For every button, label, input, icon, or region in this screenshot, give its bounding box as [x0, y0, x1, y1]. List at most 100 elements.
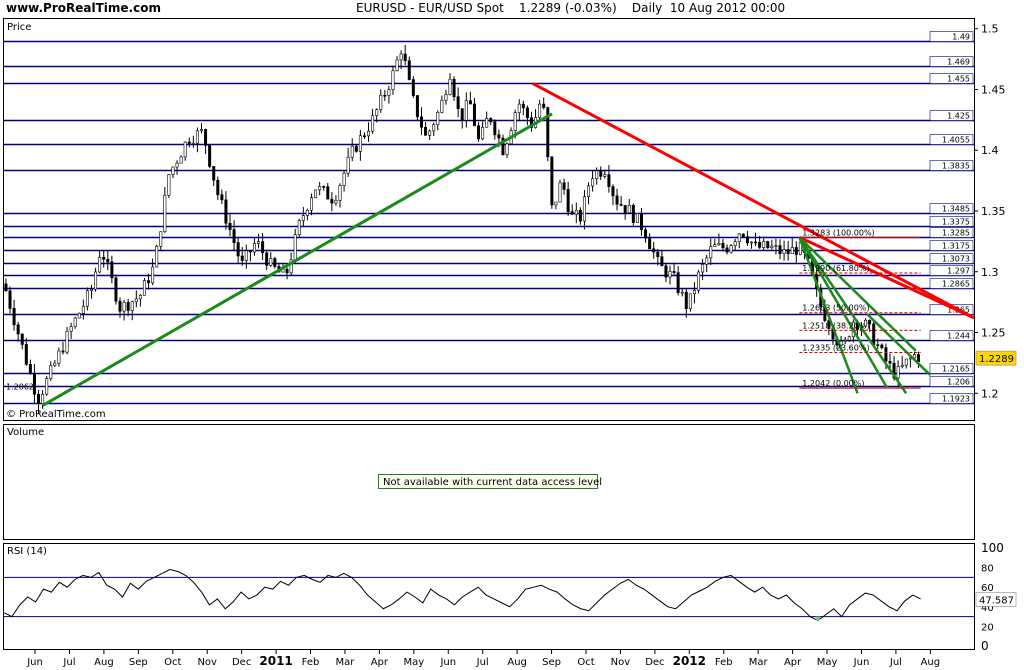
candle-body: [827, 320, 831, 329]
candle-body: [688, 293, 692, 309]
candle-body: [737, 233, 741, 242]
candle-body: [244, 250, 248, 261]
candle-body: [672, 271, 676, 273]
candle-body: [745, 236, 749, 244]
level-label-box: [929, 56, 974, 67]
candle-body: [664, 265, 668, 278]
rsi-series: [3, 569, 974, 622]
time-axis: Jun Jul Aug Sep Oct Nov Dec 2011 Feb Mar Apr May Jun…: [26, 650, 940, 668]
candle-body: [69, 326, 73, 332]
candle-body: [159, 231, 163, 247]
candle-body: [134, 298, 138, 302]
level-label-box: [929, 73, 974, 84]
candle-body: [187, 141, 191, 144]
candle-body: [904, 358, 908, 366]
time-tick-label: May: [817, 657, 838, 668]
candle-body: [725, 247, 729, 253]
candle-body: [900, 364, 904, 367]
candle-body: [216, 179, 220, 196]
level-label: 1.1923: [942, 395, 970, 404]
candle-body: [660, 256, 664, 267]
candle-body: [358, 135, 362, 152]
rsi-tick-label: 40: [981, 603, 994, 614]
candle-body: [175, 162, 179, 168]
candle-body: [917, 354, 921, 362]
candle-body: [778, 245, 782, 254]
level-label-box: [929, 240, 974, 251]
time-tick-label: Feb: [302, 657, 320, 668]
level-label: 1.206: [947, 378, 970, 387]
candle-body: [782, 249, 786, 254]
candle-body: [790, 247, 794, 254]
candle-body: [289, 259, 293, 274]
site-name[interactable]: www.ProRealTime.com: [6, 1, 161, 15]
candle-body: [415, 95, 419, 118]
candle-body: [607, 174, 611, 187]
candle-body: [147, 280, 151, 284]
level-label: 1.3285: [942, 229, 970, 238]
candle-body: [892, 362, 896, 379]
time-tick-label: May: [403, 657, 424, 668]
level-label: 1.469: [947, 58, 970, 67]
time-tick-label: Aug: [94, 657, 114, 668]
volume-panel-label: Volume: [7, 427, 44, 438]
time-tick-label: Apr: [784, 657, 802, 668]
candle-body: [403, 53, 407, 62]
candle-body: [639, 213, 643, 231]
fib-label: 1.2990 (61.80%): [802, 264, 869, 273]
candle-body: [554, 201, 558, 206]
time-tick-label: Apr: [371, 657, 389, 668]
level-label-box: [929, 330, 974, 341]
green-trendline: [42, 112, 553, 407]
last-price-tag: [975, 350, 1017, 366]
candle-body: [676, 272, 680, 293]
candle-body: [635, 213, 639, 223]
candle-body: [888, 360, 892, 364]
time-tick-label: Sep: [542, 657, 561, 668]
time-tick-label: Jul: [62, 657, 75, 668]
candle-body: [322, 186, 326, 188]
price-tick-label: 1.3: [981, 266, 999, 279]
rsi-tick-label: 100: [981, 541, 1004, 555]
level-label: 1.425: [947, 112, 970, 121]
candle-body: [110, 261, 114, 279]
candle-body: [644, 229, 648, 239]
candle-body: [896, 366, 900, 379]
candle-body: [884, 347, 888, 362]
level-label-box: [929, 376, 974, 387]
price-panel[interactable]: [3, 18, 975, 421]
candle-body: [240, 255, 244, 261]
candle-body: [529, 117, 533, 128]
candle-body: [163, 194, 167, 232]
candle-body: [32, 372, 36, 395]
candle-body: [733, 241, 737, 246]
candle-body: [652, 248, 656, 253]
candle-body: [265, 252, 269, 266]
time-tick-label: Mar: [749, 657, 769, 668]
candle-body: [591, 178, 595, 187]
candle-body: [126, 302, 130, 311]
rsi-panel-label: RSI (14): [7, 546, 47, 557]
price-tick-label: 1.4: [981, 144, 999, 157]
green-trendline: [798, 236, 917, 352]
candle-body: [843, 339, 847, 342]
candle-body: [872, 323, 876, 346]
rsi-tick-label: 60: [981, 583, 994, 594]
candle-body: [199, 129, 203, 132]
candle-body: [794, 247, 798, 255]
candle-body: [595, 170, 599, 179]
level-label: 1.2165: [942, 365, 970, 374]
candle-body: [354, 145, 358, 152]
time-tick-label: Jun: [26, 657, 43, 668]
candle-body: [248, 250, 252, 253]
candle-body: [4, 283, 8, 292]
price-tick-label: 1.45: [981, 83, 1006, 96]
candle-body: [326, 186, 330, 200]
fib-label: 1.3283 (100.00%): [802, 228, 874, 237]
candle-body: [550, 156, 554, 206]
candle-body: [297, 220, 301, 235]
candle-body: [741, 233, 745, 237]
level-label-box: [929, 31, 974, 42]
candle-body: [587, 185, 591, 197]
